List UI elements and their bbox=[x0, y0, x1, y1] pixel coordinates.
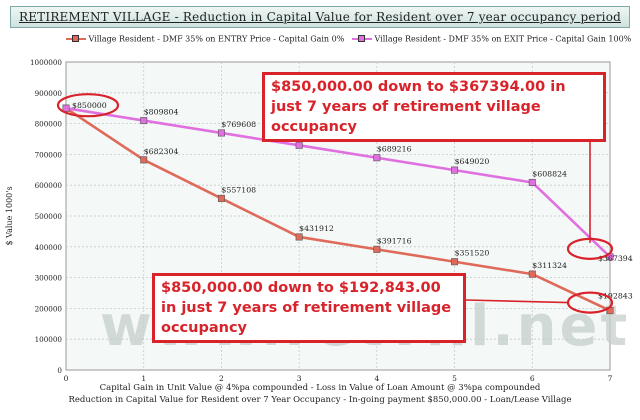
highlight-start bbox=[56, 93, 120, 118]
data-label-entry: $850000 bbox=[72, 101, 107, 110]
series-line-entry bbox=[65, 107, 611, 312]
data-label-exit: $367394 bbox=[598, 254, 633, 263]
data-point-exit bbox=[62, 104, 70, 112]
x-tick-label: 2 bbox=[219, 374, 224, 383]
data-point-entry bbox=[451, 258, 459, 266]
x-tick-label: 6 bbox=[530, 374, 535, 383]
y-tick-label: 800000 bbox=[35, 120, 63, 129]
x-axis-caption-line-1: Capital Gain in Unit Value @ 4%pa compou… bbox=[99, 383, 541, 393]
data-label-entry: $351520 bbox=[455, 249, 490, 258]
x-tick-label: 5 bbox=[452, 374, 457, 383]
data-point-entry bbox=[373, 245, 381, 253]
y-axis-label: $ Value 1000's bbox=[5, 186, 14, 245]
y-tick-label: 300000 bbox=[35, 274, 63, 283]
legend-swatch-entry bbox=[66, 34, 86, 44]
x-axis-caption-line-2: Reduction in Capital Value for Resident … bbox=[68, 395, 572, 405]
data-point-exit bbox=[140, 117, 148, 125]
y-tick-label: 700000 bbox=[35, 150, 63, 159]
legend-item-exit: Village Resident - DMF 35% on EXIT Price… bbox=[352, 34, 631, 44]
y-tick-label: 500000 bbox=[35, 212, 63, 221]
legend-item-entry: Village Resident - DMF 35% on ENTRY Pric… bbox=[66, 34, 344, 44]
data-point-entry bbox=[528, 270, 536, 278]
data-point-exit bbox=[528, 178, 536, 186]
y-tick-label: 0 bbox=[57, 366, 62, 375]
y-tick-label: 600000 bbox=[35, 181, 63, 190]
legend-swatch-exit bbox=[352, 34, 372, 44]
x-tick-label: 3 bbox=[297, 374, 302, 383]
data-point-entry bbox=[295, 233, 303, 241]
x-tick-label: 0 bbox=[64, 374, 69, 383]
data-point-exit bbox=[451, 166, 459, 174]
data-label-entry: $682304 bbox=[144, 147, 179, 156]
data-point-exit bbox=[295, 141, 303, 149]
legend-label-entry: Village Resident - DMF 35% on ENTRY Pric… bbox=[88, 34, 345, 44]
annotation-entry: $850,000.00 down to $192,843.00 in just … bbox=[152, 273, 466, 343]
x-tick-label: 4 bbox=[374, 374, 379, 383]
annotation-exit: $850,000.00 down to $367394.00 in just 7… bbox=[262, 72, 606, 142]
data-label-entry: $311324 bbox=[532, 261, 567, 270]
chart-legend: Village Resident - DMF 35% on ENTRY Pric… bbox=[30, 34, 631, 48]
data-point-entry bbox=[217, 194, 225, 202]
data-label-exit: $769608 bbox=[221, 120, 256, 129]
data-label-exit: $649020 bbox=[455, 157, 490, 166]
data-label-exit: $689216 bbox=[377, 145, 412, 154]
data-point-entry bbox=[140, 156, 148, 164]
x-tick-label: 7 bbox=[608, 374, 613, 383]
data-label-exit: $809804 bbox=[144, 108, 179, 117]
series-line-exit bbox=[65, 106, 611, 258]
data-label-entry: $192843 bbox=[598, 292, 633, 301]
x-tick-label: 1 bbox=[141, 374, 146, 383]
data-label-entry: $391716 bbox=[377, 236, 412, 245]
data-point-exit bbox=[217, 129, 225, 137]
data-label-exit: $608824 bbox=[532, 169, 567, 178]
data-label-entry: $431912 bbox=[299, 224, 334, 233]
legend-label-exit: Village Resident - DMF 35% on EXIT Price… bbox=[374, 34, 632, 44]
y-tick-label: 400000 bbox=[35, 243, 63, 252]
chart-title: RETIREMENT VILLAGE - Reduction in Capita… bbox=[10, 6, 630, 28]
data-point-exit bbox=[373, 154, 381, 162]
series-lines bbox=[62, 104, 614, 315]
data-label-entry: $557108 bbox=[221, 185, 256, 194]
y-tick-label: 100000 bbox=[35, 335, 63, 344]
annotation-connector-entry bbox=[465, 299, 569, 304]
y-tick-label: 200000 bbox=[35, 304, 63, 313]
y-tick-label: 900000 bbox=[35, 89, 63, 98]
axes: 0 100000 200000 300000 400000 500000 600000 700… bbox=[30, 58, 613, 383]
y-tick-label: 1000000 bbox=[30, 58, 62, 67]
